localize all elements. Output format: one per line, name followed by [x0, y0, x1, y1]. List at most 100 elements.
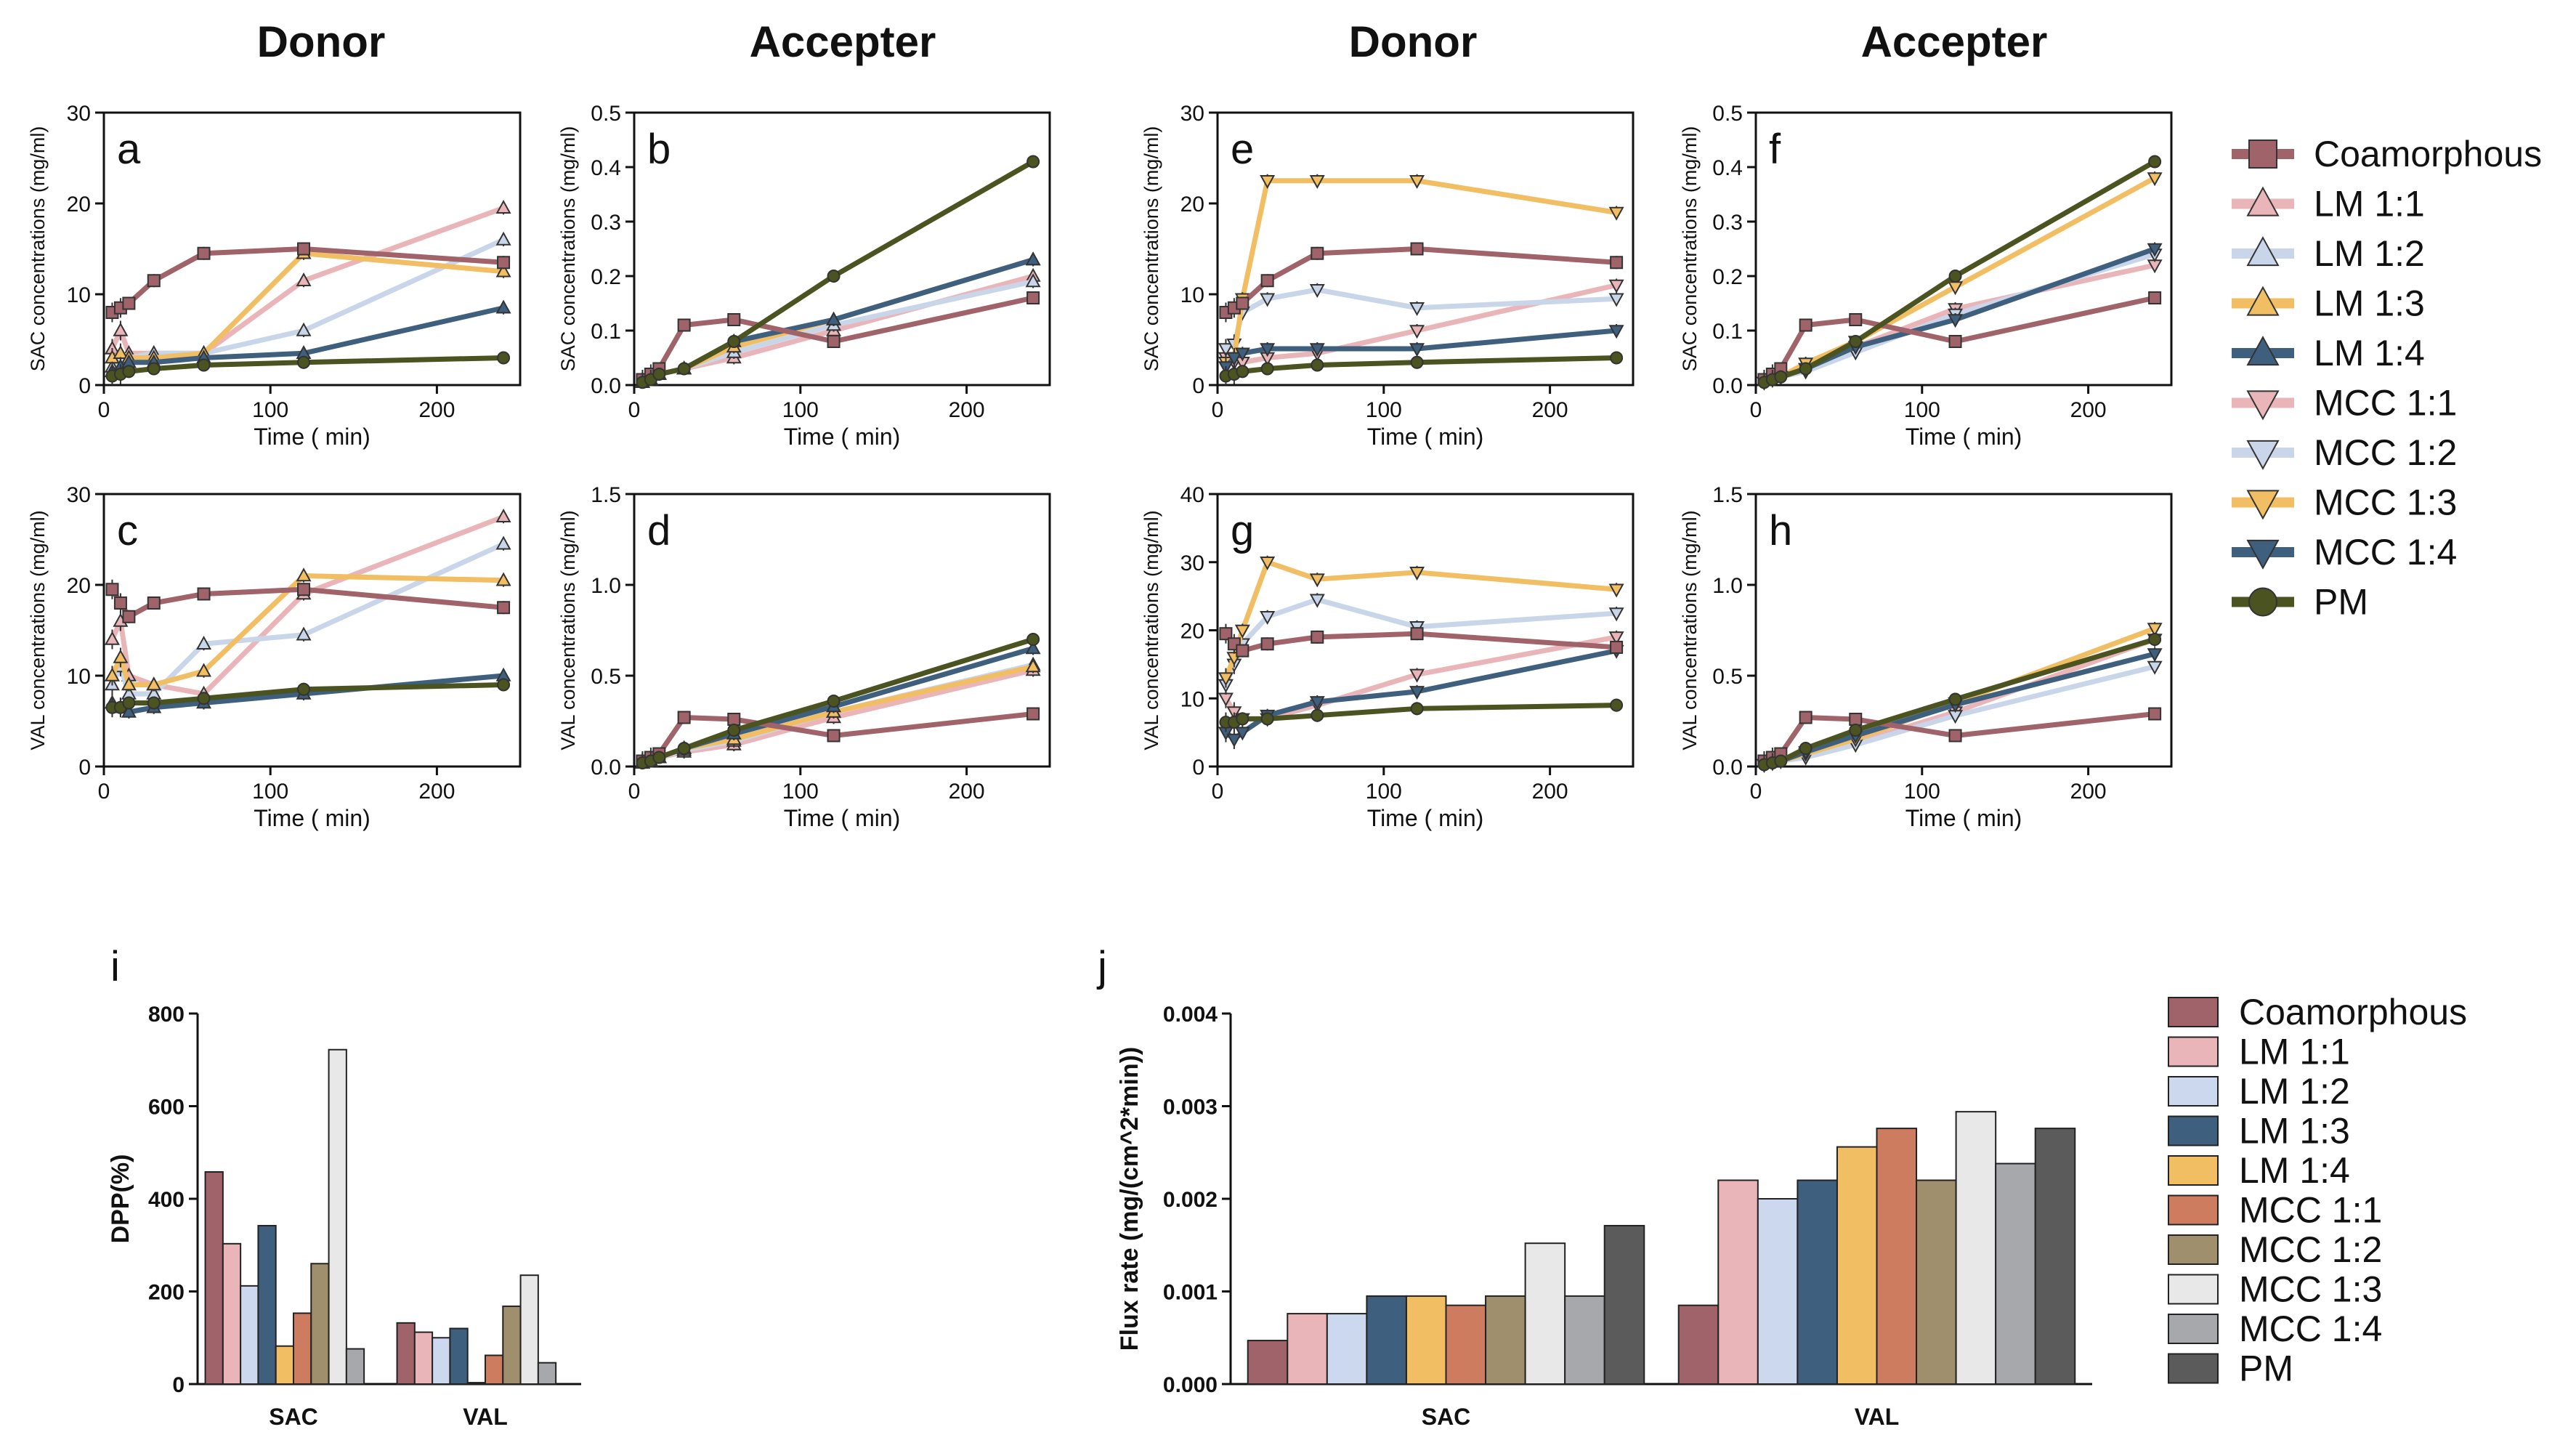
y-tick-label: 0.2	[1712, 265, 1743, 289]
point-mcc-1-3	[1608, 206, 1624, 221]
bar-mcc-1-1-val	[485, 1354, 504, 1385]
x-tick-label: 100	[782, 780, 819, 804]
point-coamorphous	[727, 313, 741, 326]
panel-letter: c	[117, 507, 138, 554]
bar-mcc-1-1-sac	[1445, 1304, 1487, 1385]
series-pm	[1757, 155, 2162, 389]
bar-lm-1-3-val	[449, 1327, 469, 1385]
legend-label-lm-1-2: LM 1:2	[2239, 1071, 2350, 1112]
y-tick-label: 0.0	[1712, 756, 1743, 780]
panel-i: 0 200 400 600 800 DPP(%) i SAC VAL	[107, 943, 581, 1430]
y-tick-label: 0.002	[1163, 1188, 1218, 1212]
y-tick-label: 0.5	[1712, 102, 1743, 126]
x-tick-label: 100	[1366, 780, 1402, 804]
point-lm-1-2	[495, 231, 511, 246]
plot-frame	[1754, 111, 2173, 387]
plot-frame	[1216, 493, 1635, 768]
x-axis-label: Time ( min)	[254, 424, 370, 450]
point-mcc-1-4	[1234, 347, 1250, 362]
point-mcc-1-3	[1234, 624, 1250, 639]
point-coamorphous	[297, 583, 311, 596]
point-lm-1-3	[104, 667, 120, 681]
point-pm	[1236, 712, 1249, 726]
x-tick-label: 100	[782, 398, 819, 422]
point-lm-1-4	[1025, 640, 1041, 655]
point-pm	[1260, 362, 1274, 376]
x-axis-label: Time ( min)	[784, 424, 901, 450]
point-pm	[122, 696, 136, 710]
point-coamorphous	[497, 601, 511, 615]
point-mcc-1-3	[1260, 556, 1276, 571]
point-coamorphous	[147, 596, 161, 610]
point-pm	[197, 692, 211, 705]
series-pm	[1757, 633, 2162, 772]
series-mcc-1-4	[1218, 644, 1624, 749]
x-tick-label: 100	[1904, 780, 1940, 804]
point-coamorphous	[1610, 640, 1624, 654]
point-pm	[1410, 702, 1424, 716]
point-mcc-1-4	[1234, 727, 1250, 741]
panel-letter: d	[647, 507, 671, 554]
bar-pm-val	[2034, 1128, 2076, 1385]
x-tick-label: 100	[252, 398, 288, 422]
plot-frame	[1216, 111, 1635, 387]
point-coamorphous	[105, 583, 119, 596]
point-pm	[1311, 358, 1324, 372]
series-pm	[636, 633, 1040, 769]
point-pm	[2148, 155, 2162, 169]
y-tick-label: 1.5	[1712, 483, 1743, 507]
y-tick-label: 0.004	[1163, 1003, 1218, 1027]
point-coamorphous	[1236, 644, 1249, 658]
legend-marker-pm	[2248, 587, 2277, 617]
point-coamorphous	[1948, 729, 1962, 743]
y-tick-label: 0	[172, 1373, 185, 1397]
point-pm	[727, 724, 741, 737]
y-axis-label: SAC concentrations (mg/ml)	[27, 126, 49, 372]
point-pm	[1236, 365, 1249, 379]
panel-c: 0 10 20 30 0 100 200 Time ( min) VAL concentrati…	[27, 483, 522, 831]
point-mcc-1-2	[1260, 610, 1276, 626]
point-pm	[1026, 633, 1040, 646]
panel-d: 0.0 0.5 1.0 1.5 0 100 200 Time ( min) VAL concen…	[557, 483, 1051, 831]
y-tick-label: 1.5	[591, 483, 621, 507]
x-tick-label: 0	[1212, 780, 1224, 804]
panel-letter: a	[117, 126, 141, 173]
series-coamorphous	[1219, 623, 1624, 658]
legend-label-mcc-1-1: MCC 1:1	[2314, 383, 2457, 424]
x-axis-label: Time ( min)	[1367, 805, 1484, 831]
bar-mcc-1-2-sac	[1485, 1295, 1526, 1385]
series-mcc-1-3	[1218, 555, 1624, 688]
x-axis-label: Time ( min)	[1905, 805, 2022, 831]
point-pm	[1610, 698, 1624, 712]
panel-letter: b	[647, 126, 671, 173]
legend-label-mcc-1-3: MCC 1:3	[2239, 1269, 2382, 1310]
panel-g: 0 10 20 30 40 0 100 200 Time ( min) VAL concentra…	[1141, 483, 1635, 831]
point-coamorphous	[1799, 318, 1812, 332]
y-axis-label: DPP(%)	[107, 1154, 134, 1244]
point-coamorphous	[1849, 713, 1863, 726]
legend-swatch-lm-1-1	[2168, 1036, 2219, 1067]
point-pm	[1948, 270, 1962, 283]
x-tick-label: 200	[949, 398, 985, 422]
panel-letter: f	[1769, 126, 1781, 173]
y-tick-label: 30	[67, 102, 91, 126]
y-tick-label: 0	[78, 756, 91, 780]
bar-mcc-1-4-sac	[1564, 1295, 1605, 1385]
series-pm	[105, 678, 511, 718]
point-mcc-1-4	[2147, 648, 2163, 663]
panel-b: 0.0 0.1 0.2 0.3 0.4 0.5 0 100 200 Time ( min) SAC …	[557, 102, 1051, 450]
point-lm-1-3	[1025, 658, 1041, 673]
legend-swatch-lm-1-2	[2168, 1076, 2219, 1107]
point-pm	[827, 695, 841, 708]
legend-marker-coamorphous	[2248, 139, 2277, 169]
series-pm	[1219, 351, 1624, 385]
x-tick-label: 200	[2070, 398, 2107, 422]
point-pm	[1026, 155, 1040, 169]
bar-lm-1-1-val	[1717, 1179, 1759, 1385]
y-tick-label: 0.000	[1163, 1373, 1218, 1397]
y-tick-label: 0	[1192, 374, 1204, 398]
bar-mcc-1-2-sac	[310, 1263, 330, 1385]
point-mcc-1-2	[1309, 283, 1325, 299]
legend-label-mcc-1-2: MCC 1:2	[2239, 1229, 2382, 1270]
